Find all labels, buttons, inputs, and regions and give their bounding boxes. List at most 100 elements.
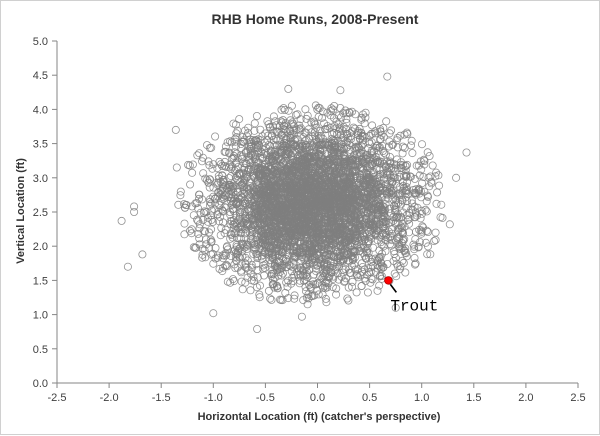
data-point [229,224,238,233]
data-point [318,140,327,149]
data-point [176,187,185,196]
data-point [373,180,382,189]
data-point [292,187,301,196]
data-point [351,137,360,146]
data-point [357,259,366,268]
data-point [337,181,346,190]
data-point [276,239,285,248]
data-point [265,255,274,264]
data-point [334,193,343,202]
data-point [194,190,203,199]
data-point [389,216,398,225]
data-point [270,213,279,222]
data-point [423,192,432,201]
data-point [392,259,401,268]
data-point [410,253,419,262]
data-point [236,208,245,217]
data-point [379,148,388,157]
data-point [381,162,390,171]
data-point [330,102,339,111]
data-point [349,215,358,224]
data-point [334,229,343,238]
data-point [260,218,269,227]
data-point [258,214,267,223]
data-point [305,177,314,186]
data-point [271,180,280,189]
data-point [304,203,313,212]
data-point [314,196,323,205]
data-point [334,226,343,235]
data-point [367,274,376,283]
highlight-label: Trout [390,297,438,315]
data-point [357,115,366,124]
data-point [209,259,218,268]
data-point [423,148,432,157]
data-point [242,220,251,229]
data-point [417,140,426,149]
data-point [391,204,400,213]
data-point [212,178,221,187]
data-point [287,120,296,129]
data-point [387,190,396,199]
data-point [218,189,227,198]
data-point [371,127,380,136]
data-point [256,238,265,247]
data-point [286,241,295,250]
data-point [419,223,428,232]
data-point [204,157,213,166]
data-point [379,175,388,184]
data-point [344,283,353,292]
data-point [400,171,409,180]
data-point [328,105,337,114]
data-point [307,152,316,161]
data-point [278,219,287,228]
data-point [227,138,236,147]
data-point [325,159,334,168]
data-point [234,176,243,185]
data-point [349,211,358,220]
data-point [252,112,261,121]
data-point [264,140,273,149]
data-point [386,209,395,218]
data-point [361,243,370,252]
data-point [322,298,331,307]
data-point [198,250,207,259]
data-point [339,184,348,193]
data-point [334,195,343,204]
data-point [281,119,290,128]
data-point [272,188,281,197]
data-point [309,280,318,289]
data-point [417,206,426,215]
data-point [301,271,310,280]
data-point [270,162,279,171]
data-point [350,225,359,234]
data-point [338,166,347,175]
data-point [237,225,246,234]
data-point [325,250,334,259]
data-point [234,216,243,225]
data-point [304,258,313,267]
data-point [277,194,286,203]
data-point [296,238,305,247]
data-point [318,182,327,191]
data-point [391,213,400,222]
data-point [310,189,319,198]
data-point [205,143,214,152]
data-point [214,217,223,226]
data-point [211,194,220,203]
data-point [346,157,355,166]
data-point [253,265,262,274]
data-point [268,275,277,284]
data-point [432,199,441,208]
data-point [394,199,403,208]
data-point [284,237,293,246]
data-point [288,118,297,127]
data-point [410,260,419,269]
data-point [341,274,350,283]
data-point [311,101,320,110]
data-point [368,193,377,202]
x-tick-label: -2.0 [100,392,119,404]
data-point [336,86,345,95]
data-point [198,253,207,262]
data-point [213,192,222,201]
